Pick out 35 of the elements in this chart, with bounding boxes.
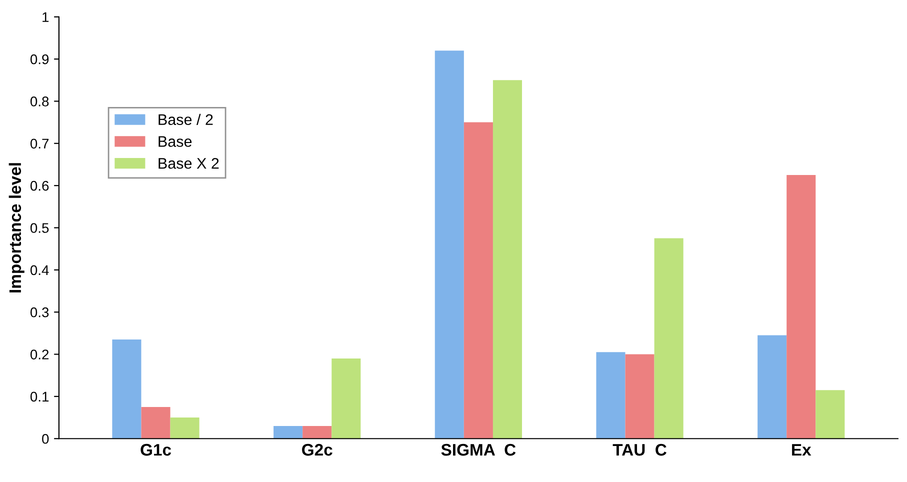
bar: [758, 335, 787, 439]
bar: [141, 406, 170, 439]
y-tick-label: 0.7: [30, 138, 49, 149]
y-tick-label: 1: [42, 12, 49, 22]
bar: [596, 352, 626, 439]
legend-label: Base / 2: [158, 114, 213, 126]
bar: [302, 426, 332, 439]
y-tick-label: 0.8: [30, 96, 49, 106]
x-tick-label: Ex: [792, 444, 812, 456]
bar: [492, 80, 522, 439]
bar: [434, 50, 464, 439]
x-tick-label: G2c: [302, 444, 332, 456]
bar: [816, 390, 845, 439]
y-tick-label: 0.5: [30, 223, 49, 233]
x-tick-label: SIGMA C: [441, 444, 516, 456]
bar: [786, 175, 816, 439]
y-tick-label: 0.6: [30, 180, 49, 191]
x-tick-label: G1c: [140, 444, 172, 456]
y-tick-label: 0.1: [30, 392, 49, 402]
bar: [332, 358, 361, 439]
x-tick-label: TAU C: [612, 444, 666, 456]
bar: [112, 340, 142, 439]
y-tick-label: 0.3: [30, 307, 49, 318]
bar: [170, 418, 200, 439]
legend-label: Base: [158, 136, 192, 147]
bar: [274, 426, 303, 439]
y-tick-label: 0.4: [30, 265, 49, 276]
y-tick-label: 0.2: [30, 350, 49, 360]
bar: [464, 122, 493, 439]
y-tick-label: 0.9: [30, 54, 49, 64]
y-axis-title: Importance level: [8, 163, 24, 292]
y-tick-label: 0: [42, 434, 49, 444]
legend-label: Base X 2: [158, 158, 219, 169]
bar: [654, 238, 684, 439]
bar: [625, 354, 654, 439]
